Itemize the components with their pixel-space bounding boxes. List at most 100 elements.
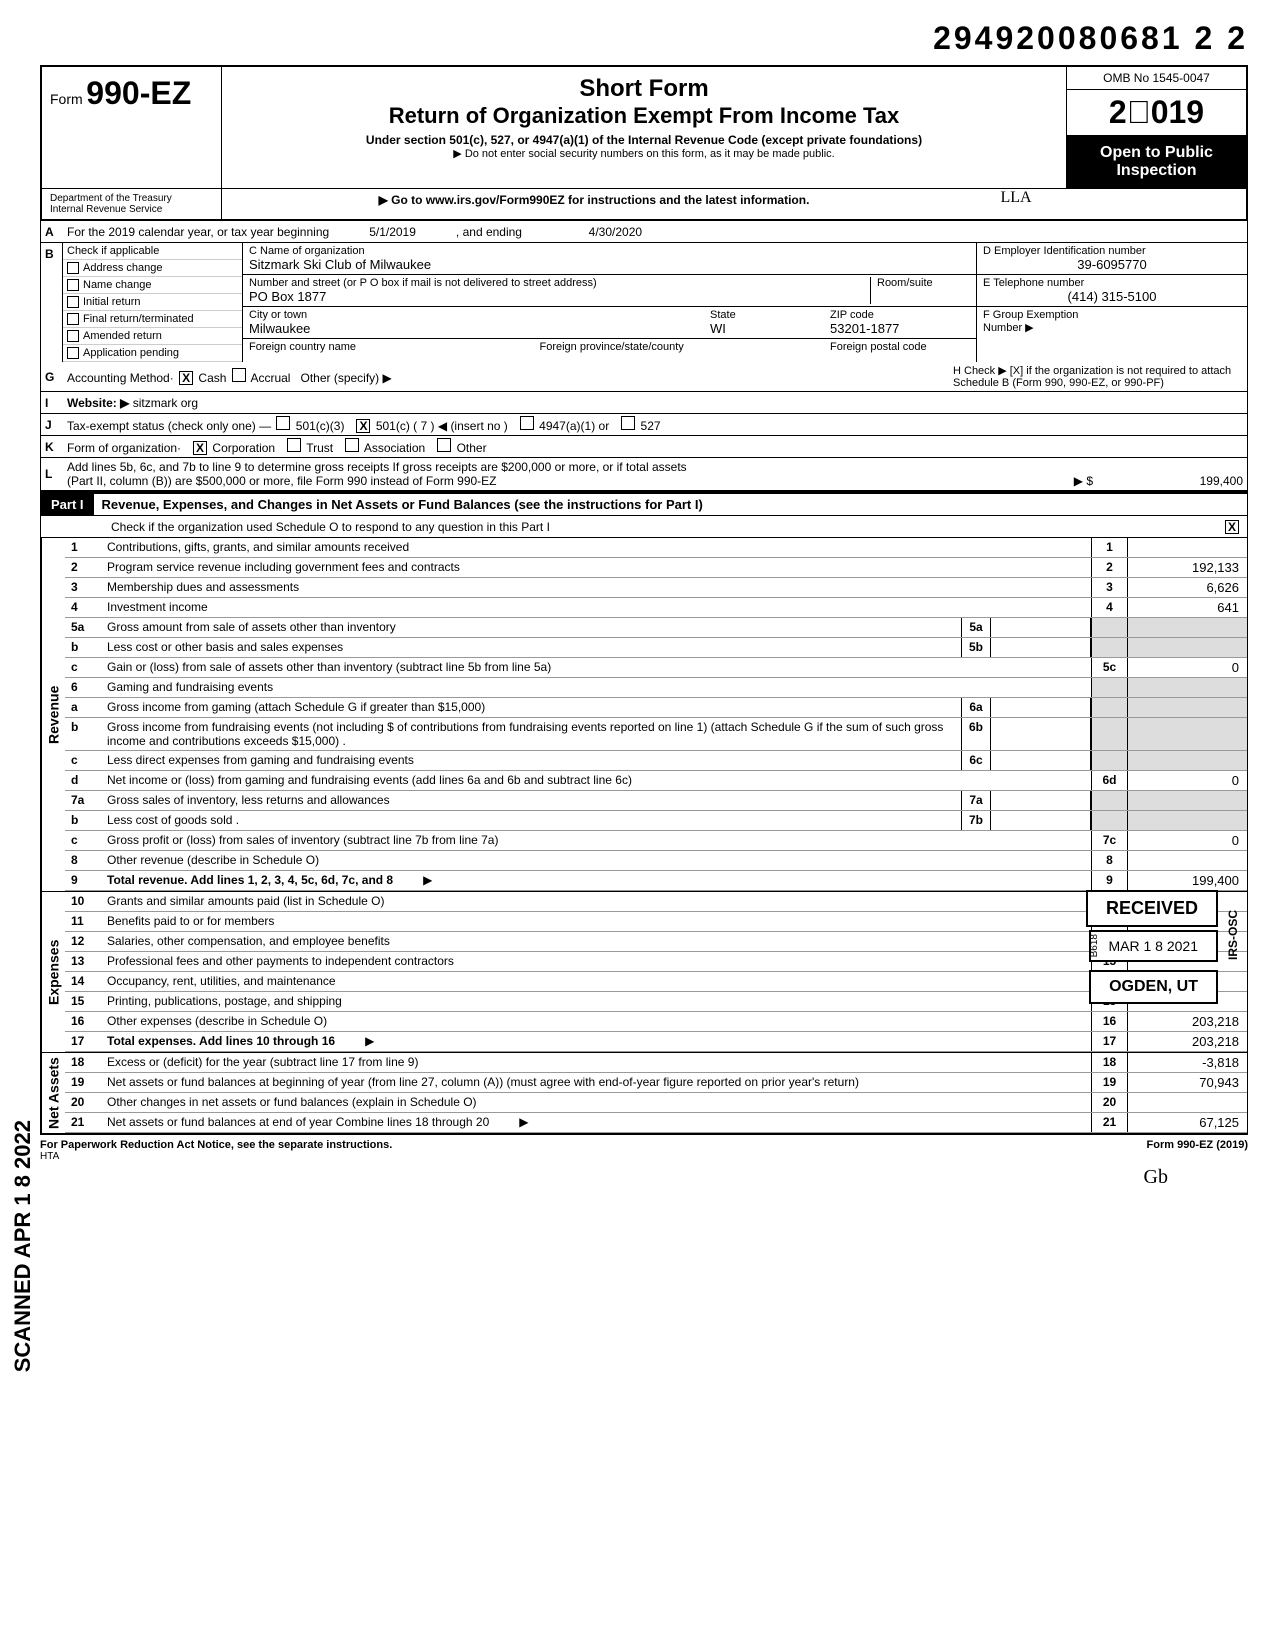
addr-row: Number and street (or P O box if mail is… bbox=[243, 275, 976, 307]
row-number: 2 bbox=[65, 558, 101, 577]
bottom-signature: Gb bbox=[40, 1166, 1248, 1189]
g-other: Other (specify) bbox=[300, 371, 379, 385]
right-val: 0 bbox=[1127, 658, 1247, 677]
j-opt3: 4947(a)(1) or bbox=[539, 419, 609, 433]
chk-other[interactable] bbox=[437, 438, 451, 452]
chk-name[interactable]: Name change bbox=[63, 277, 242, 294]
header-signature: LLA bbox=[966, 189, 1066, 219]
part1-title: Revenue, Expenses, and Changes in Net As… bbox=[94, 494, 1247, 515]
table-row: 14Occupancy, rent, utilities, and mainte… bbox=[65, 972, 1247, 992]
year: 2⃝0201919 bbox=[1067, 90, 1246, 136]
chk-501c3[interactable] bbox=[276, 416, 290, 430]
footer-right: Form 990-EZ (2019) bbox=[1147, 1139, 1248, 1162]
row-desc: Net assets or fund balances at beginning… bbox=[101, 1073, 1091, 1092]
right-num bbox=[1091, 698, 1127, 717]
addr: PO Box 1877 bbox=[249, 289, 870, 304]
table-row: cGross profit or (loss) from sales of in… bbox=[65, 831, 1247, 851]
table-row: 15Printing, publications, postage, and s… bbox=[65, 992, 1247, 1012]
row-desc: Other expenses (describe in Schedule O) bbox=[101, 1012, 1091, 1031]
right-num bbox=[1091, 791, 1127, 810]
row-desc: Salaries, other compensation, and employ… bbox=[101, 932, 1091, 951]
accrual: Accrual bbox=[250, 371, 290, 385]
main-title: Return of Organization Exempt From Incom… bbox=[230, 103, 1058, 129]
cash: Cash bbox=[198, 371, 226, 385]
mid-val bbox=[991, 718, 1091, 750]
right-num: 19 bbox=[1091, 1073, 1127, 1092]
l-text2: (Part II, column (B)) are $500,000 or mo… bbox=[67, 474, 1074, 488]
chk-pending[interactable]: Application pending bbox=[63, 345, 242, 362]
org-name: Sitzmark Ski Club of Milwaukee bbox=[249, 257, 970, 272]
row-desc: Other changes in net assets or fund bala… bbox=[101, 1093, 1091, 1112]
row-number: 17 bbox=[65, 1032, 101, 1051]
chk-4947[interactable] bbox=[520, 416, 534, 430]
label-i: I bbox=[41, 394, 63, 412]
j-opt2: 501(c) ( bbox=[376, 419, 417, 433]
mid-num: 7a bbox=[961, 791, 991, 810]
row-desc: Less cost or other basis and sales expen… bbox=[101, 638, 961, 657]
right-num: 5c bbox=[1091, 658, 1127, 677]
row-number: 16 bbox=[65, 1012, 101, 1031]
table-row: 4Investment income4641 bbox=[65, 598, 1247, 618]
right-val bbox=[1127, 791, 1247, 810]
row-desc: Membership dues and assessments bbox=[101, 578, 1091, 597]
d-row: D Employer Identification number 39-6095… bbox=[977, 243, 1247, 275]
j-label: Tax-exempt status (check only one) — bbox=[67, 419, 271, 433]
part1-tab: Part I bbox=[41, 494, 94, 515]
part1-header: Part I Revenue, Expenses, and Changes in… bbox=[40, 492, 1248, 516]
chk-501c[interactable]: X bbox=[356, 419, 370, 433]
chk-trust[interactable] bbox=[287, 438, 301, 452]
row-number: 6 bbox=[65, 678, 101, 697]
right-val bbox=[1127, 811, 1247, 830]
row-desc: Other revenue (describe in Schedule O) bbox=[101, 851, 1091, 870]
chk-address[interactable]: Address change bbox=[63, 260, 242, 277]
row-desc: Benefits paid to or for members bbox=[101, 912, 1091, 931]
a-text: For the 2019 calendar year, or tax year … bbox=[67, 225, 329, 239]
row-number: 14 bbox=[65, 972, 101, 991]
g-label: Accounting Method· bbox=[67, 371, 174, 385]
right-num: 21 bbox=[1091, 1113, 1127, 1132]
chk-assoc[interactable] bbox=[345, 438, 359, 452]
chk-amended[interactable]: Amended return bbox=[63, 328, 242, 345]
row-number: 13 bbox=[65, 952, 101, 971]
right-val: 192,133 bbox=[1127, 558, 1247, 577]
a-begin: 5/1/2019 bbox=[369, 225, 416, 239]
row-number: b bbox=[65, 811, 101, 830]
row-number: b bbox=[65, 638, 101, 657]
row-desc: Contributions, gifts, grants, and simila… bbox=[101, 538, 1091, 557]
city: Milwaukee bbox=[249, 321, 710, 336]
irs-osc-stamp: IRS-OSC bbox=[1226, 910, 1240, 960]
foreign-row: Foreign country name Foreign province/st… bbox=[243, 339, 976, 355]
chk-final[interactable]: Final return/terminated bbox=[63, 311, 242, 328]
section-bcdef: B Check if applicable Address change Nam… bbox=[40, 243, 1248, 362]
row-desc: Net income or (loss) from gaming and fun… bbox=[101, 771, 1091, 790]
right-val: 67,125 bbox=[1127, 1113, 1247, 1132]
table-row: bLess cost of goods sold .7b bbox=[65, 811, 1247, 831]
row-number: 10 bbox=[65, 892, 101, 911]
chk-initial[interactable]: Initial return bbox=[63, 294, 242, 311]
line-j: J Tax-exempt status (check only one) — 5… bbox=[40, 414, 1248, 436]
right-val bbox=[1127, 538, 1247, 557]
chk-corp[interactable]: X bbox=[193, 441, 207, 455]
line-i: I Website: ▶ sitzmark org bbox=[40, 392, 1248, 414]
right-val: -3,818 bbox=[1127, 1053, 1247, 1072]
right-num: 7c bbox=[1091, 831, 1127, 850]
table-row: 18Excess or (deficit) for the year (subt… bbox=[65, 1053, 1247, 1073]
dept-row: Department of the Treasury Internal Reve… bbox=[40, 188, 1248, 221]
form-prefix: Form bbox=[50, 91, 83, 107]
sub3: Go to www.irs.gov/Form990EZ for instruct… bbox=[391, 193, 809, 207]
chk-cash[interactable]: X bbox=[179, 371, 193, 385]
sub2-text: Do not enter social security numbers on … bbox=[465, 148, 835, 160]
row-desc: Gross income from fundraising events (no… bbox=[101, 718, 961, 750]
chk-527[interactable] bbox=[621, 416, 635, 430]
id-block: D Employer Identification number 39-6095… bbox=[977, 243, 1247, 362]
table-row: 6Gaming and fundraising events bbox=[65, 678, 1247, 698]
short-form: Short Form bbox=[230, 75, 1058, 103]
right-num: 6d bbox=[1091, 771, 1127, 790]
e-val: (414) 315-5100 bbox=[983, 289, 1241, 304]
part1-checkbox[interactable]: X bbox=[1225, 520, 1239, 534]
table-row: cGain or (loss) from sale of assets othe… bbox=[65, 658, 1247, 678]
row-desc: Total expenses. Add lines 10 through 16 … bbox=[101, 1032, 1091, 1051]
content-a: For the 2019 calendar year, or tax year … bbox=[63, 223, 1247, 241]
chk-accrual[interactable] bbox=[232, 368, 246, 382]
table-row: 13Professional fees and other payments t… bbox=[65, 952, 1247, 972]
